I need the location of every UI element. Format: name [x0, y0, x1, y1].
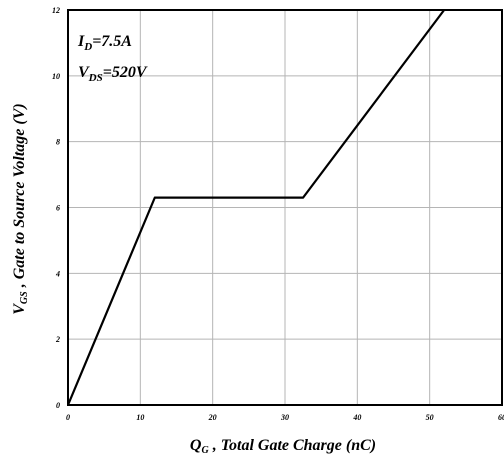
y-tick-label: 10 [52, 72, 60, 81]
gate-charge-line [66, 9, 446, 406]
x-tick-label: 40 [352, 413, 361, 422]
y-tick-labels: 0 2 4 6 8 10 12 [52, 6, 60, 410]
x-tick-label: 10 [136, 413, 144, 422]
x-tick-label: 0 [66, 413, 70, 422]
x-tick-label: 50 [426, 413, 434, 422]
grid [68, 10, 502, 405]
y-tick-label: 2 [55, 335, 60, 344]
y-tick-label: 6 [56, 204, 60, 213]
x-tick-label: 30 [280, 413, 289, 422]
series-layer [66, 9, 446, 406]
x-tick-labels: 0 10 20 30 40 50 60 [66, 413, 504, 422]
x-axis-title: QG , Total Gate Charge (nC) [190, 437, 376, 456]
y-axis-title: VGS , Gate to Source Voltage (V) [11, 103, 30, 314]
annotation-vds: VDS=520V [78, 64, 148, 84]
y-tick-label: 8 [56, 138, 60, 147]
x-tick-label: 20 [208, 413, 217, 422]
x-tick-label: 60 [498, 413, 504, 422]
y-tick-label: 0 [56, 401, 60, 410]
plot-frame [67, 9, 503, 406]
annotation-id: ID=7.5A [77, 33, 132, 53]
y-tick-label: 4 [55, 269, 60, 278]
y-tick-label: 12 [52, 6, 60, 15]
